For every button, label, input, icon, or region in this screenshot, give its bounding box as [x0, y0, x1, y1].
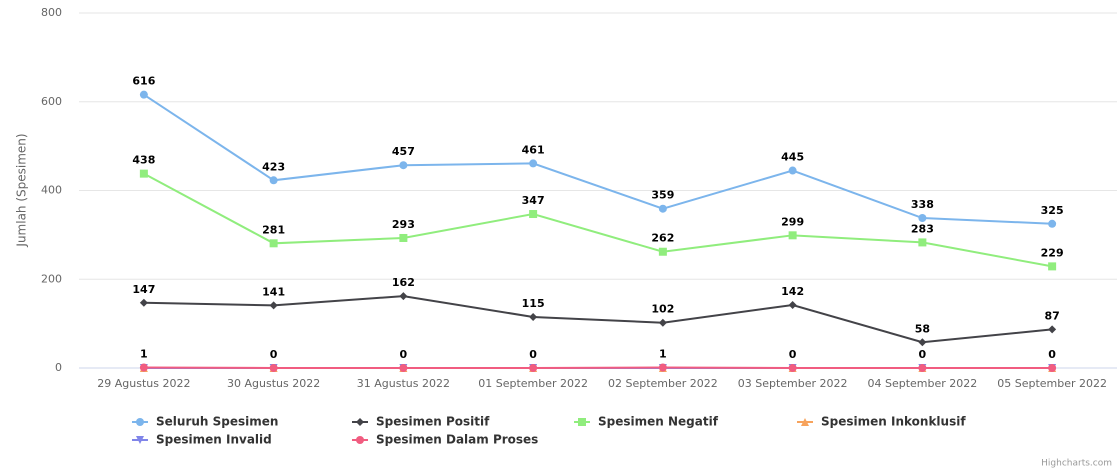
marker — [658, 204, 667, 213]
data-label: 0 — [400, 348, 408, 361]
data-label: 262 — [651, 232, 674, 245]
data-label: 423 — [262, 160, 285, 173]
data-label: 229 — [1041, 246, 1064, 259]
data-label: 461 — [522, 143, 545, 156]
marker — [269, 239, 278, 248]
y-tick-label: 800 — [41, 6, 62, 19]
data-label: 457 — [392, 145, 415, 158]
data-label: 359 — [651, 189, 674, 202]
marker — [918, 364, 927, 372]
marker — [529, 312, 538, 321]
data-label: 299 — [781, 215, 804, 228]
marker — [801, 418, 809, 426]
data-label: 87 — [1044, 309, 1059, 322]
legend-item[interactable]: Seluruh Spesimen — [156, 415, 278, 429]
x-tick-label: 03 September 2022 — [738, 377, 848, 390]
marker — [788, 300, 797, 309]
legend-item[interactable]: Spesimen Inkonklusif — [821, 415, 966, 429]
marker — [136, 436, 144, 444]
legend-item[interactable]: Spesimen Negatif — [598, 415, 719, 429]
data-label: 347 — [522, 194, 545, 207]
data-label: 141 — [262, 285, 285, 298]
marker — [1048, 325, 1057, 334]
y-tick-label: 0 — [55, 361, 62, 374]
data-label: 0 — [919, 348, 927, 361]
marker — [658, 363, 667, 372]
data-label: 281 — [262, 223, 285, 236]
marker — [788, 364, 797, 372]
data-label: 0 — [789, 348, 797, 361]
marker — [356, 418, 364, 426]
marker — [139, 363, 148, 372]
data-label: 338 — [911, 198, 934, 211]
marker — [658, 247, 667, 256]
data-label: 325 — [1041, 204, 1064, 217]
marker — [399, 364, 408, 372]
data-label: 0 — [1048, 348, 1056, 361]
marker — [1048, 262, 1057, 271]
series-line — [143, 93, 1053, 225]
credits: Highcharts.com — [1041, 459, 1112, 469]
marker — [1048, 364, 1057, 372]
marker — [269, 176, 278, 185]
data-label: 115 — [522, 297, 545, 310]
marker — [918, 214, 927, 223]
legend-item[interactable]: Spesimen Dalam Proses — [376, 433, 538, 447]
marker — [139, 298, 148, 307]
marker — [788, 231, 797, 240]
series-line — [143, 295, 1053, 344]
marker — [399, 292, 408, 301]
y-tick-label: 400 — [41, 184, 62, 197]
marker — [136, 418, 144, 426]
marker — [399, 161, 408, 170]
marker — [269, 301, 278, 310]
data-label: 616 — [132, 75, 155, 88]
marker — [529, 210, 538, 219]
series-line — [143, 172, 1053, 268]
x-tick-label: 05 September 2022 — [997, 377, 1107, 390]
data-label: 162 — [392, 276, 415, 289]
data-label: 283 — [911, 222, 934, 235]
marker — [578, 418, 586, 426]
marker — [399, 233, 408, 242]
data-label: 445 — [781, 151, 804, 164]
y-axis-title: Jumlah (Spesimen) — [15, 133, 29, 247]
marker — [269, 364, 278, 372]
marker — [139, 169, 148, 178]
y-tick-label: 600 — [41, 95, 62, 108]
data-label: 1 — [659, 348, 667, 361]
x-tick-label: 02 September 2022 — [608, 377, 718, 390]
marker — [356, 436, 364, 444]
data-label: 147 — [132, 283, 155, 296]
x-tick-label: 29 Agustus 2022 — [97, 377, 190, 390]
legend-item[interactable]: Spesimen Positif — [376, 415, 490, 429]
marker — [658, 318, 667, 327]
x-tick-label: 30 Agustus 2022 — [227, 377, 320, 390]
legend-item[interactable]: Spesimen Invalid — [156, 433, 272, 447]
x-tick-label: 01 September 2022 — [478, 377, 588, 390]
data-label: 58 — [915, 322, 930, 335]
marker — [529, 159, 538, 168]
marker — [918, 338, 927, 347]
data-label: 0 — [270, 348, 278, 361]
data-label: 1 — [140, 348, 148, 361]
marker — [529, 364, 538, 372]
data-label: 0 — [529, 348, 537, 361]
y-tick-label: 200 — [41, 272, 62, 285]
data-label: 142 — [781, 285, 804, 298]
marker — [139, 90, 148, 99]
x-tick-label: 04 September 2022 — [867, 377, 977, 390]
x-tick-label: 31 Agustus 2022 — [357, 377, 450, 390]
marker — [918, 238, 927, 247]
data-label: 293 — [392, 218, 415, 231]
data-label: 438 — [132, 154, 155, 167]
data-label: 102 — [651, 303, 674, 316]
marker — [1048, 219, 1057, 228]
marker — [788, 166, 797, 175]
